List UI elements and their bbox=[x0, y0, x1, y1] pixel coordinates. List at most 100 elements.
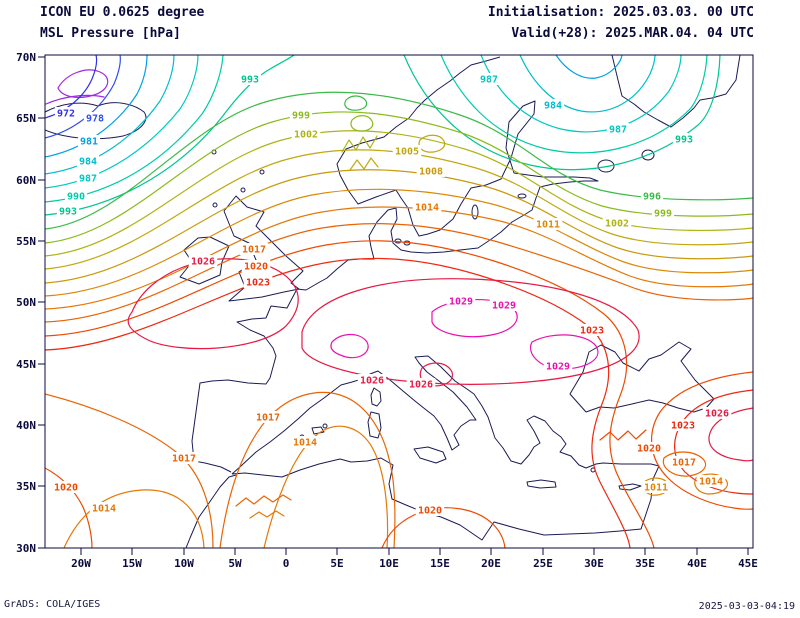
lon-tick-label: 5E bbox=[330, 557, 343, 570]
isobar-path bbox=[45, 169, 753, 284]
contour-label: 1020 bbox=[418, 506, 442, 517]
contour-label: 981 bbox=[80, 137, 98, 148]
lon-tick-label: 15W bbox=[122, 557, 142, 570]
coast-ireland bbox=[179, 236, 230, 285]
isobar-path bbox=[127, 258, 299, 350]
contour-label-bg bbox=[477, 73, 501, 85]
island-gotland bbox=[471, 204, 479, 220]
lat-tick-label: 30N bbox=[16, 542, 36, 555]
contour-label-bg bbox=[634, 442, 664, 454]
isobar-path bbox=[45, 55, 224, 203]
contour-label-bg bbox=[606, 123, 630, 135]
contour-label-bg bbox=[169, 452, 199, 464]
contour-label: 1020 bbox=[637, 444, 661, 455]
isobar-path bbox=[403, 55, 721, 171]
isobar-path bbox=[235, 494, 292, 507]
coast-white-sea bbox=[611, 55, 741, 128]
contour-label: 972 bbox=[57, 109, 75, 120]
contour-label-bg bbox=[696, 475, 726, 487]
coast-atlantic-europe bbox=[191, 56, 599, 473]
isobar-path bbox=[45, 55, 148, 158]
contour-label-bg bbox=[446, 295, 476, 307]
contour-label-bg bbox=[640, 190, 664, 202]
contour-label-bg bbox=[238, 73, 262, 85]
isobar-path bbox=[349, 157, 379, 171]
island-sardinia bbox=[367, 411, 382, 439]
valid-time: Valid(+28): 2025.MAR.04. 04 UTC bbox=[511, 26, 754, 41]
isobar-path bbox=[45, 223, 753, 323]
contour-label: 978 bbox=[86, 114, 104, 125]
lake-ladoga bbox=[597, 159, 615, 173]
axes: 70N 65N 60N 55N 50N 45N 40N 35N 30N 20W 15W 10W 5W 0 5… bbox=[16, 51, 758, 570]
contour-label-bg bbox=[412, 201, 442, 213]
contour-label: 993 bbox=[241, 75, 259, 86]
contour-label-bg bbox=[668, 419, 698, 431]
contour-label-bg bbox=[416, 165, 446, 177]
lon-tick-label: 10W bbox=[174, 557, 194, 570]
contour-label: 1029 bbox=[449, 297, 473, 308]
isobar-path bbox=[694, 473, 728, 495]
contour-label: 1020 bbox=[244, 262, 268, 273]
contour-label-bg bbox=[291, 128, 321, 140]
contour-label-bg bbox=[76, 155, 100, 167]
isobar-path bbox=[555, 55, 623, 79]
isobar-path bbox=[519, 55, 656, 113]
init-time: Initialisation: 2025.03.03. 00 UTC bbox=[487, 5, 754, 20]
contour-label: 1017 bbox=[256, 413, 280, 424]
contour-label: 1002 bbox=[605, 219, 629, 230]
contour-label: 1008 bbox=[419, 167, 443, 178]
grads-credit: GrADS: COLA/IGES bbox=[4, 599, 101, 610]
coast-black-sea bbox=[569, 341, 715, 413]
isobar-path bbox=[249, 510, 285, 519]
contour-label: 1026 bbox=[409, 380, 433, 391]
contour-label: 993 bbox=[675, 135, 693, 146]
lon-tick-label: 35E bbox=[635, 557, 655, 570]
lon-tick-label: 5W bbox=[228, 557, 242, 570]
contour-label: 984 bbox=[79, 157, 97, 168]
lon-tick-label: 45E bbox=[738, 557, 758, 570]
isobar-path bbox=[45, 188, 753, 297]
contour-label-bg bbox=[253, 411, 283, 423]
lon-tick-label: 40E bbox=[687, 557, 707, 570]
lat-tick-label: 55N bbox=[16, 235, 36, 248]
isobar-path bbox=[219, 391, 396, 548]
contour-label: 987 bbox=[480, 75, 498, 86]
island-cyprus bbox=[618, 483, 642, 491]
isobar-path bbox=[381, 507, 506, 548]
island-menorca bbox=[322, 423, 328, 429]
isobars bbox=[45, 55, 753, 548]
contour-label: 1014 bbox=[293, 438, 317, 449]
isobar-path bbox=[45, 130, 753, 257]
contour-label: 990 bbox=[67, 192, 85, 203]
isobar-path bbox=[45, 240, 655, 548]
island-orkney bbox=[240, 187, 246, 193]
isobar-path bbox=[45, 111, 753, 244]
isobar-path bbox=[440, 55, 708, 154]
lat-tick-label: 60N bbox=[16, 174, 36, 187]
map-frame bbox=[44, 54, 754, 549]
lat-tick-label: 40N bbox=[16, 419, 36, 432]
isobar-path bbox=[662, 451, 707, 477]
contour-label: 1002 bbox=[294, 130, 318, 141]
contour-label: 999 bbox=[654, 209, 672, 220]
lat-tick-label: 45N bbox=[16, 358, 36, 371]
contour-label: 996 bbox=[643, 192, 661, 203]
contour-label-bg bbox=[89, 502, 119, 514]
contour-label-bg bbox=[54, 107, 78, 119]
contour-label: 1026 bbox=[191, 257, 215, 268]
contour-label-bg bbox=[51, 481, 81, 493]
isobar-path bbox=[341, 135, 378, 153]
contour-label-bg bbox=[641, 481, 671, 493]
contour-label: 993 bbox=[59, 207, 77, 218]
contour-label: 1023 bbox=[671, 421, 695, 432]
contour-label-bg bbox=[56, 205, 80, 217]
contour-label-bg bbox=[415, 504, 445, 516]
isobar-path bbox=[45, 467, 93, 548]
isobar-path bbox=[674, 389, 753, 495]
contour-label-bg bbox=[239, 243, 269, 255]
isobar-path bbox=[350, 115, 374, 132]
isobar-path bbox=[45, 257, 631, 548]
lon-tick-label: 20W bbox=[71, 557, 91, 570]
contour-label-bg bbox=[533, 218, 563, 230]
lat-tick-label: 35N bbox=[16, 480, 36, 493]
